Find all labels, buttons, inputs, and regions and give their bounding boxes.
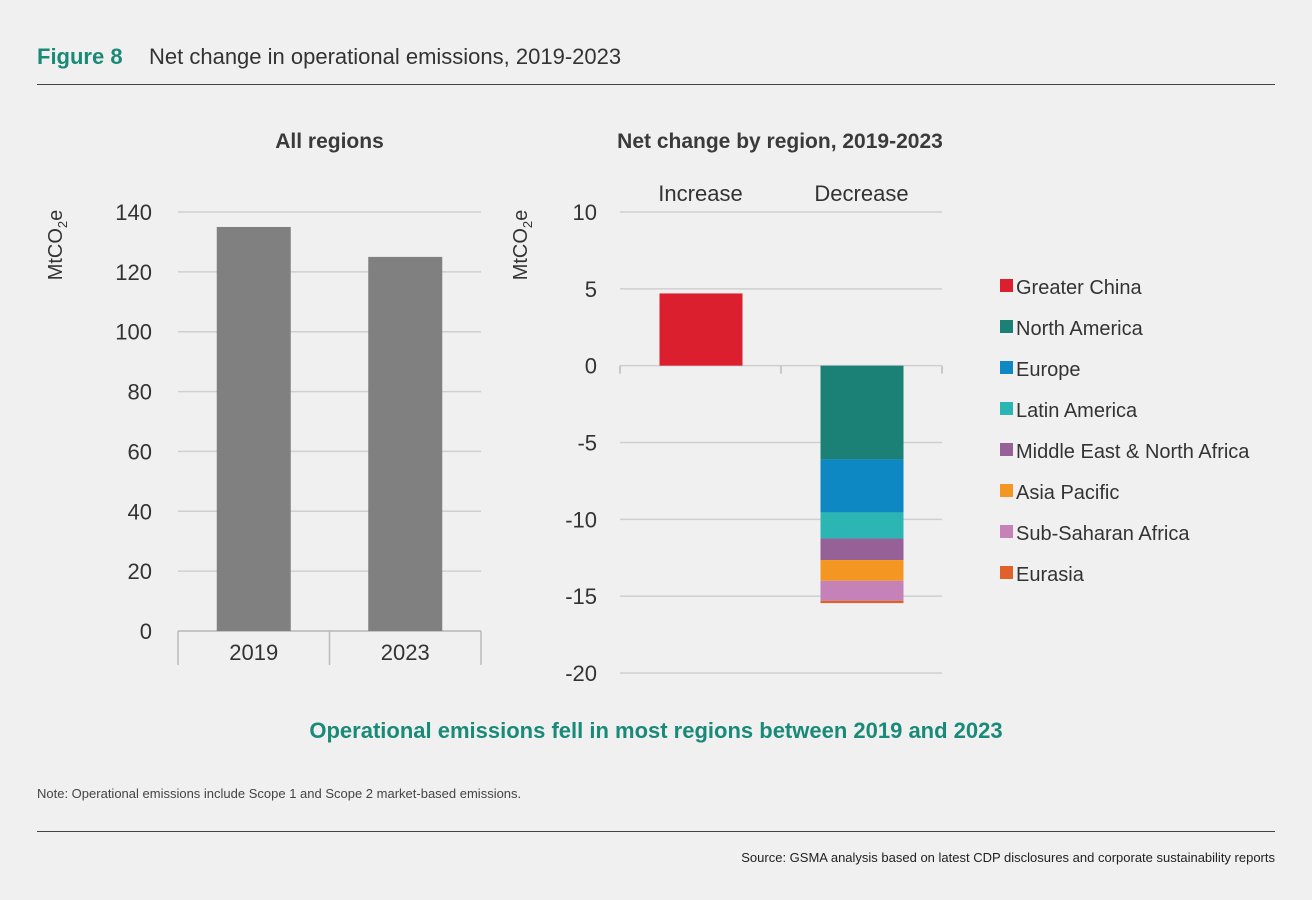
legend-swatch	[1000, 279, 1013, 292]
y-axis-label: MtCO2e	[45, 210, 70, 281]
bar-segment-europe	[820, 459, 904, 513]
y-tick-label: 40	[128, 499, 152, 524]
category-label: Increase	[658, 181, 742, 206]
legend-label: Eurasia	[1016, 564, 1085, 586]
legend-swatch	[1000, 361, 1013, 374]
y-tick-label: -5	[577, 431, 597, 456]
y-tick-label: 0	[585, 354, 597, 379]
figure-label: Figure 8	[37, 44, 123, 69]
top-rule	[37, 84, 1275, 85]
legend-swatch	[1000, 402, 1013, 415]
y-tick-label: -20	[565, 661, 597, 686]
y-tick-label: 20	[128, 559, 152, 584]
source: Source: GSMA analysis based on latest CD…	[741, 850, 1275, 865]
legend-swatch	[1000, 525, 1013, 538]
legend-swatch	[1000, 443, 1013, 456]
legend-label: Europe	[1016, 359, 1081, 381]
y-tick-label: 10	[573, 200, 597, 225]
bottom-rule	[37, 831, 1275, 832]
y-tick-label: 5	[585, 277, 597, 302]
x-tick-label: 2019	[229, 640, 278, 665]
bar-segment-latin-america	[820, 512, 904, 539]
y-axis-label: MtCO2e	[510, 210, 535, 281]
bar-segment-eurasia	[820, 600, 904, 604]
y-tick-label: 140	[115, 200, 152, 225]
y-tick-label: 80	[128, 380, 152, 405]
bar-segment-greater-china	[659, 293, 743, 366]
figure-title: Net change in operational emissions, 201…	[149, 44, 622, 69]
category-label: Decrease	[814, 181, 908, 206]
legend-label: Sub-Saharan Africa	[1016, 523, 1190, 545]
legend-swatch	[1000, 484, 1013, 497]
y-tick-label: -10	[565, 507, 597, 532]
bar-segment-north-america	[820, 365, 904, 460]
y-tick-label: -15	[565, 584, 597, 609]
bar-segment-asia-pacific	[820, 560, 904, 581]
legend-label: Middle East & North Africa	[1016, 441, 1250, 463]
headline: Operational emissions fell in most regio…	[309, 718, 1003, 743]
bar-2019	[216, 226, 291, 631]
y-tick-label: 120	[115, 260, 152, 285]
bar-segment-sub-saharan-africa	[820, 580, 904, 601]
left-chart-title: All regions	[275, 130, 384, 153]
x-tick-label: 2023	[381, 640, 430, 665]
bar-segment-middle-east-north-africa	[820, 538, 904, 561]
right-chart-title: Net change by region, 2019-2023	[617, 130, 943, 153]
legend-label: Greater China	[1016, 277, 1142, 299]
legend-label: North America	[1016, 318, 1144, 340]
y-tick-label: 0	[140, 619, 152, 644]
bar-2023	[368, 256, 443, 631]
legend-swatch	[1000, 566, 1013, 579]
y-tick-label: 100	[115, 320, 152, 345]
legend-swatch	[1000, 320, 1013, 333]
note: Note: Operational emissions include Scop…	[37, 786, 522, 801]
legend-label: Latin America	[1016, 400, 1138, 422]
y-tick-label: 60	[128, 439, 152, 464]
charts-svg: 0 20 40 60 80 100 120 140 2019 2023 MtCO2e 10 5 0 -5 -1…	[45, 181, 1250, 686]
legend-label: Asia Pacific	[1016, 482, 1119, 504]
